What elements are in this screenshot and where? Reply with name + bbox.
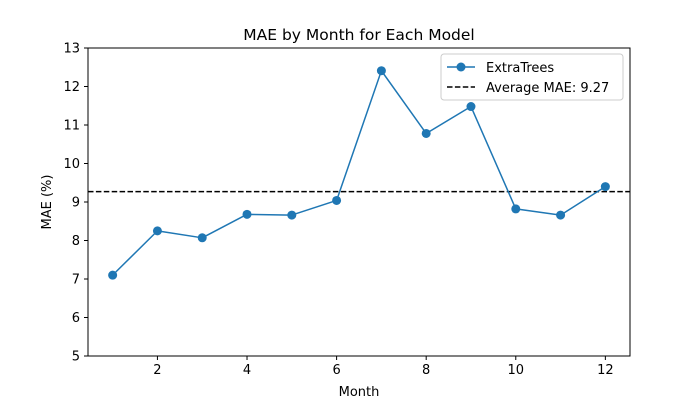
y-tick-label: 7: [72, 273, 80, 288]
data-point: [600, 182, 610, 192]
legend-series-marker: [456, 62, 466, 72]
data-point: [511, 204, 521, 214]
data-point: [332, 195, 342, 205]
data-point: [287, 210, 297, 220]
plot-area: 2 4 6 8 10 12 5 6 7 8 9 10 11 12 13: [63, 42, 631, 378]
x-tick-label: 2: [153, 363, 161, 378]
y-tick-label: 12: [63, 80, 80, 95]
x-tick-label: 10: [508, 363, 525, 378]
legend: ExtraTrees Average MAE: 9.27: [440, 53, 624, 101]
chart-title: MAE by Month for Each Model: [243, 26, 475, 44]
data-point: [376, 66, 386, 76]
x-axis-label: Month: [339, 385, 380, 400]
y-tick-label: 8: [72, 234, 80, 249]
data-point: [108, 270, 118, 280]
data-point: [466, 102, 476, 112]
data-point: [556, 210, 566, 220]
y-tick-label: 10: [63, 157, 80, 172]
y-tick-label: 13: [63, 42, 80, 57]
y-tick-label: 6: [72, 311, 80, 326]
y-tick-label: 9: [72, 196, 80, 211]
series-line: [112, 69, 606, 276]
data-point: [242, 209, 252, 219]
y-tick-label: 5: [72, 350, 80, 365]
legend-reference-label: Average MAE: 9.27: [486, 81, 609, 96]
data-point: [197, 233, 207, 243]
legend-box: [440, 53, 624, 101]
data-point: [421, 128, 431, 138]
data-point: [152, 226, 162, 236]
legend-series-label: ExtraTrees: [486, 61, 554, 76]
x-tick-label: 4: [243, 363, 251, 378]
y-axis-label: MAE (%): [40, 175, 55, 230]
x-tick-label: 6: [332, 363, 340, 378]
y-tick-label: 11: [63, 119, 80, 134]
x-tick-label: 12: [597, 363, 614, 378]
x-tick-label: 8: [422, 363, 430, 378]
